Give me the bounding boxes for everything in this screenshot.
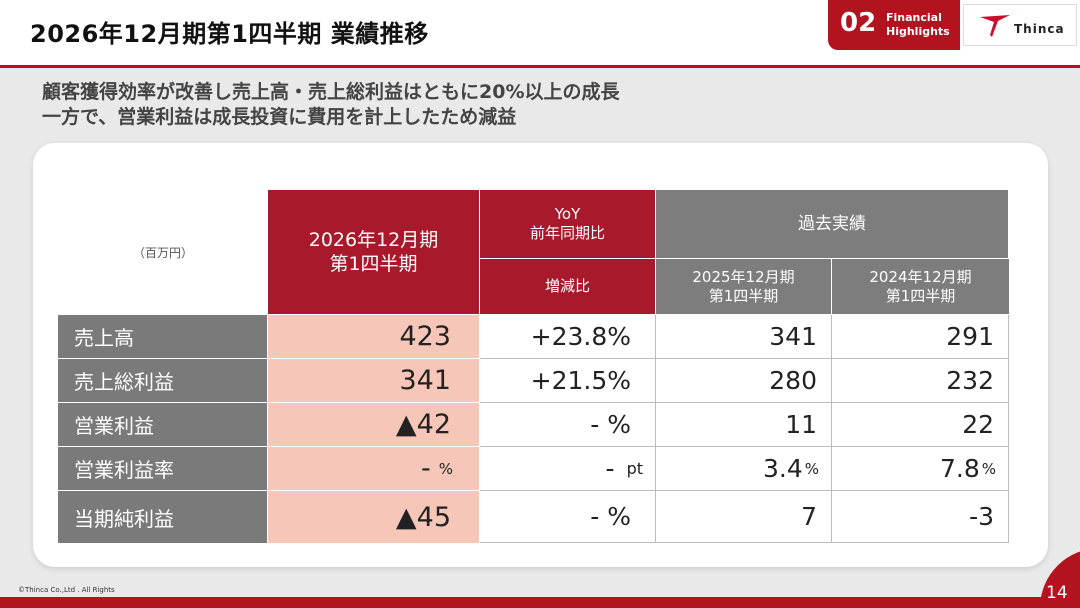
section-badge: 02 Financial Highlights — [828, 0, 960, 50]
logo-text: Thinca — [1014, 22, 1065, 36]
row-label-operating-profit: 営業利益 — [58, 403, 268, 447]
value: +21.5% — [530, 366, 631, 395]
value: 291 — [946, 322, 994, 351]
cell-current-net-income: ▲45 — [268, 491, 480, 543]
cell-past1-gross-profit: 280 — [656, 359, 832, 403]
value: -3 — [969, 502, 994, 531]
cell-past1-sales: 341 — [656, 315, 832, 359]
value: ▲45 — [395, 501, 451, 533]
value: 11 — [785, 410, 817, 439]
lead-text: 顧客獲得効率が改善し売上高・売上総利益はともに20%以上の成長 一方で、営業利益… — [42, 80, 619, 130]
cell-past2-sales: 291 — [832, 315, 1009, 359]
value: - — [605, 454, 615, 483]
footer-bar — [0, 597, 1080, 608]
page-number: 14 — [1046, 583, 1068, 603]
row-label-sales: 売上高 — [58, 315, 268, 359]
company-logo: Thinca — [963, 4, 1077, 46]
value: 7 — [801, 502, 817, 531]
cell-past2-gross-profit: 232 — [832, 359, 1009, 403]
past-results-header: 過去実績 — [656, 190, 1009, 259]
cell-yoy-sales: +23.8% — [480, 315, 656, 359]
unit: % — [438, 459, 453, 478]
section-number: 02 — [840, 8, 877, 38]
value: - % — [590, 502, 631, 531]
cell-current-operating-profit: ▲42 — [268, 403, 480, 447]
past-period-1-header: 2025年12月期 第1四半期 — [656, 259, 832, 315]
current-header-line2: 第1四半期 — [329, 253, 418, 275]
value: ▲42 — [395, 409, 451, 440]
cell-yoy-gross-profit: +21.5% — [480, 359, 656, 403]
past2-header-line2: 第1四半期 — [885, 286, 956, 305]
unit: % — [981, 459, 996, 478]
row-label-net-income: 当期純利益 — [58, 491, 268, 543]
value: 280 — [769, 366, 817, 395]
yoy-header-line1: YoY — [554, 205, 581, 223]
value: +23.8% — [530, 322, 631, 351]
value: 3.4 — [762, 454, 803, 483]
cell-past2-net-income: -3 — [832, 491, 1009, 543]
cell-current-sales: 423 — [268, 315, 480, 359]
value: 22 — [962, 410, 994, 439]
value: - % — [590, 410, 631, 439]
past-period-2-header: 2024年12月期 第1四半期 — [832, 259, 1009, 315]
value: 232 — [946, 366, 994, 395]
unit-label: （百万円） — [132, 246, 193, 260]
section-label: Financial Highlights — [886, 11, 950, 39]
current-header-line1: 2026年12月期 — [308, 229, 439, 251]
value: 341 — [769, 322, 817, 351]
past1-header-line1: 2025年12月期 — [692, 267, 795, 286]
cell-past1-operating-profit: 11 — [656, 403, 832, 447]
value: 7.8 — [939, 454, 980, 483]
value: 423 — [399, 321, 451, 352]
past1-header-line2: 第1四半期 — [708, 286, 779, 305]
copyright-text: ©Thinca Co.,Ltd . All Rights — [18, 586, 115, 594]
header-divider — [0, 65, 1080, 68]
lead-line-2: 一方で、営業利益は成長投資に費用を計上したため減益 — [42, 106, 517, 128]
logo-mark-icon — [980, 15, 1010, 37]
cell-current-gross-profit: 341 — [268, 359, 480, 403]
unit: % — [804, 459, 819, 478]
section-label-line1: Financial — [886, 11, 942, 24]
cell-current-operating-margin: -% — [268, 447, 480, 491]
row-label-gross-profit: 売上総利益 — [58, 359, 268, 403]
past-results-header-text: 過去実績 — [798, 214, 866, 234]
financial-table: （百万円） 2026年12月期 第1四半期 YoY 前年同期比 増減比 過去実績… — [58, 190, 1009, 543]
cell-past1-net-income: 7 — [656, 491, 832, 543]
past2-header-line1: 2024年12月期 — [869, 267, 972, 286]
cell-past2-operating-profit: 22 — [832, 403, 1009, 447]
cell-past2-operating-margin: 7.8% — [832, 447, 1009, 491]
cell-past1-operating-margin: 3.4% — [656, 447, 832, 491]
current-period-header: 2026年12月期 第1四半期 — [268, 190, 480, 315]
yoy-header: YoY 前年同期比 — [480, 190, 656, 259]
row-label-operating-margin: 営業利益率 — [58, 447, 268, 491]
section-label-line2: Highlights — [886, 25, 950, 38]
value: 341 — [399, 365, 451, 396]
cell-yoy-net-income: - % — [480, 491, 656, 543]
unit: pt — [626, 459, 643, 478]
lead-line-1: 顧客獲得効率が改善し売上高・売上総利益はともに20%以上の成長 — [42, 81, 620, 103]
page-title: 2026年12月期第1四半期 業績推移 — [30, 20, 429, 48]
value: - — [420, 453, 431, 484]
yoy-header-line2: 前年同期比 — [529, 224, 605, 242]
cell-yoy-operating-margin: - pt — [480, 447, 656, 491]
yoy-subheader: 増減比 — [480, 259, 656, 315]
cell-yoy-operating-profit: - % — [480, 403, 656, 447]
yoy-subheader-text: 増減比 — [544, 277, 590, 295]
